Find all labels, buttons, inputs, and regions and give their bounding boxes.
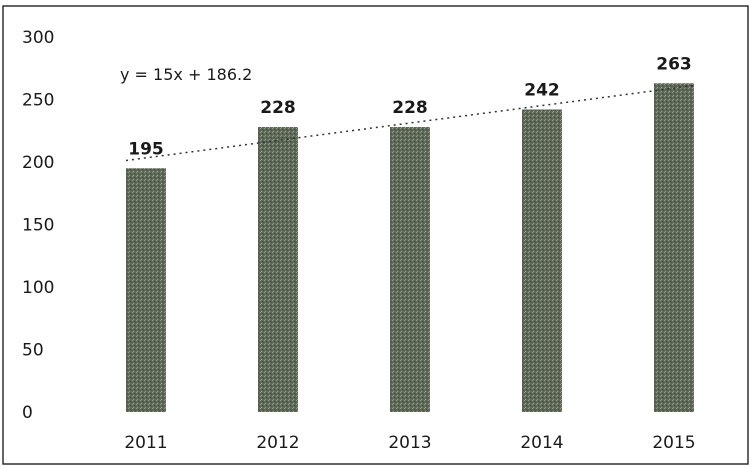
- bar-data-labels: 195 228 228 242 263: [128, 54, 692, 159]
- y-tick-label: 200: [22, 153, 54, 173]
- x-tick-label: 2013: [388, 433, 431, 453]
- bar-data-label: 228: [260, 98, 296, 118]
- bar: [258, 127, 298, 412]
- y-tick-label: 0: [22, 403, 33, 423]
- trendline-equation-label: y = 15x + 186.2: [120, 65, 252, 84]
- y-axis-tick-labels: 0 50 100 150 200 250 300: [22, 28, 54, 423]
- y-tick-label: 50: [22, 341, 44, 361]
- bars: [126, 83, 694, 412]
- x-axis-tick-labels: 2011 2012 2013 2014 2015: [124, 433, 695, 453]
- bar: [522, 109, 562, 412]
- x-tick-label: 2012: [256, 433, 299, 453]
- y-tick-label: 300: [22, 28, 54, 48]
- x-tick-label: 2011: [124, 433, 167, 453]
- bar-data-label: 242: [524, 81, 560, 101]
- bar-data-label: 228: [392, 98, 428, 118]
- chart-border: [2, 5, 749, 465]
- bar: [654, 83, 694, 412]
- bar-data-label: 263: [656, 54, 692, 74]
- y-tick-label: 250: [22, 91, 54, 111]
- bar: [390, 127, 430, 412]
- bar: [126, 168, 166, 412]
- bar-data-label: 195: [128, 139, 164, 159]
- x-tick-label: 2014: [520, 433, 563, 453]
- y-tick-label: 100: [22, 278, 54, 298]
- y-tick-label: 150: [22, 216, 54, 236]
- x-tick-label: 2015: [652, 433, 695, 453]
